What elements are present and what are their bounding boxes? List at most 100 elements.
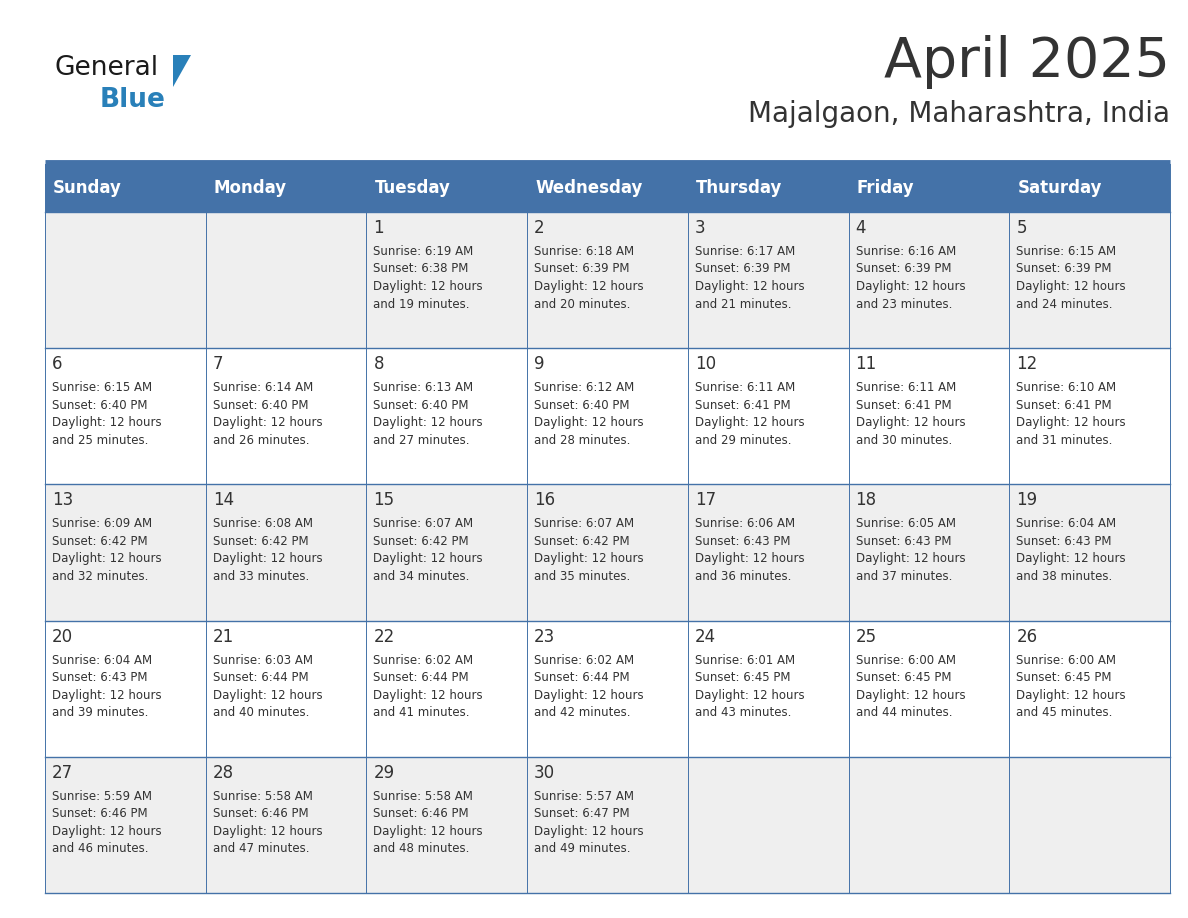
- Text: Sunset: 6:39 PM: Sunset: 6:39 PM: [1016, 263, 1112, 275]
- Text: and 48 minutes.: and 48 minutes.: [373, 843, 469, 856]
- Text: 8: 8: [373, 355, 384, 374]
- Text: Sunset: 6:39 PM: Sunset: 6:39 PM: [695, 263, 790, 275]
- Text: Daylight: 12 hours: Daylight: 12 hours: [855, 416, 965, 430]
- Text: Daylight: 12 hours: Daylight: 12 hours: [52, 688, 162, 701]
- Text: Sunset: 6:40 PM: Sunset: 6:40 PM: [52, 398, 147, 411]
- Text: and 36 minutes.: and 36 minutes.: [695, 570, 791, 583]
- Text: and 40 minutes.: and 40 minutes.: [213, 706, 309, 719]
- Text: 28: 28: [213, 764, 234, 782]
- Text: Sunrise: 6:07 AM: Sunrise: 6:07 AM: [373, 518, 474, 531]
- Text: and 29 minutes.: and 29 minutes.: [695, 433, 791, 447]
- Text: Daylight: 12 hours: Daylight: 12 hours: [213, 553, 322, 565]
- Text: Sunrise: 6:17 AM: Sunrise: 6:17 AM: [695, 245, 795, 258]
- Text: Sunset: 6:46 PM: Sunset: 6:46 PM: [52, 807, 147, 821]
- Text: Sunrise: 6:02 AM: Sunrise: 6:02 AM: [535, 654, 634, 666]
- Text: Sunset: 6:43 PM: Sunset: 6:43 PM: [52, 671, 147, 684]
- Text: Sunrise: 6:19 AM: Sunrise: 6:19 AM: [373, 245, 474, 258]
- Text: 3: 3: [695, 219, 706, 237]
- Text: Daylight: 12 hours: Daylight: 12 hours: [695, 553, 804, 565]
- Text: and 35 minutes.: and 35 minutes.: [535, 570, 631, 583]
- Text: Daylight: 12 hours: Daylight: 12 hours: [855, 280, 965, 293]
- Text: 25: 25: [855, 628, 877, 645]
- Text: Blue: Blue: [100, 87, 166, 113]
- Text: Sunset: 6:39 PM: Sunset: 6:39 PM: [855, 263, 952, 275]
- Text: and 42 minutes.: and 42 minutes.: [535, 706, 631, 719]
- Text: Sunset: 6:43 PM: Sunset: 6:43 PM: [695, 535, 790, 548]
- Text: Sunrise: 6:03 AM: Sunrise: 6:03 AM: [213, 654, 312, 666]
- Text: Tuesday: Tuesday: [374, 179, 450, 197]
- Text: April 2025: April 2025: [884, 35, 1170, 89]
- Text: Daylight: 12 hours: Daylight: 12 hours: [535, 688, 644, 701]
- Text: 21: 21: [213, 628, 234, 645]
- Text: 7: 7: [213, 355, 223, 374]
- Text: and 44 minutes.: and 44 minutes.: [855, 706, 952, 719]
- Text: 18: 18: [855, 491, 877, 509]
- Text: 10: 10: [695, 355, 716, 374]
- Text: Sunrise: 6:00 AM: Sunrise: 6:00 AM: [855, 654, 955, 666]
- Text: Sunrise: 6:08 AM: Sunrise: 6:08 AM: [213, 518, 312, 531]
- Text: and 33 minutes.: and 33 minutes.: [213, 570, 309, 583]
- Text: Sunset: 6:42 PM: Sunset: 6:42 PM: [52, 535, 147, 548]
- Text: 24: 24: [695, 628, 716, 645]
- Text: Daylight: 12 hours: Daylight: 12 hours: [695, 688, 804, 701]
- Text: and 47 minutes.: and 47 minutes.: [213, 843, 309, 856]
- Text: 19: 19: [1016, 491, 1037, 509]
- Text: and 32 minutes.: and 32 minutes.: [52, 570, 148, 583]
- Text: 27: 27: [52, 764, 74, 782]
- Text: and 26 minutes.: and 26 minutes.: [213, 433, 309, 447]
- Text: and 37 minutes.: and 37 minutes.: [855, 570, 952, 583]
- Text: and 21 minutes.: and 21 minutes.: [695, 297, 791, 310]
- Text: Daylight: 12 hours: Daylight: 12 hours: [535, 824, 644, 838]
- Text: and 28 minutes.: and 28 minutes.: [535, 433, 631, 447]
- Text: Daylight: 12 hours: Daylight: 12 hours: [213, 688, 322, 701]
- Text: Sunrise: 6:11 AM: Sunrise: 6:11 AM: [855, 381, 956, 394]
- Text: 23: 23: [535, 628, 556, 645]
- Text: and 34 minutes.: and 34 minutes.: [373, 570, 469, 583]
- Text: 4: 4: [855, 219, 866, 237]
- Text: 14: 14: [213, 491, 234, 509]
- Text: and 39 minutes.: and 39 minutes.: [52, 706, 148, 719]
- Text: Sunrise: 6:10 AM: Sunrise: 6:10 AM: [1016, 381, 1117, 394]
- Bar: [45, 348, 1170, 485]
- Text: Sunset: 6:44 PM: Sunset: 6:44 PM: [213, 671, 309, 684]
- Text: Sunset: 6:45 PM: Sunset: 6:45 PM: [1016, 671, 1112, 684]
- Text: Sunset: 6:46 PM: Sunset: 6:46 PM: [213, 807, 309, 821]
- Text: Sunrise: 6:15 AM: Sunrise: 6:15 AM: [1016, 245, 1117, 258]
- Text: and 43 minutes.: and 43 minutes.: [695, 706, 791, 719]
- Text: Daylight: 12 hours: Daylight: 12 hours: [52, 553, 162, 565]
- Text: Sunrise: 6:14 AM: Sunrise: 6:14 AM: [213, 381, 312, 394]
- Text: Daylight: 12 hours: Daylight: 12 hours: [52, 416, 162, 430]
- Text: and 49 minutes.: and 49 minutes.: [535, 843, 631, 856]
- Bar: [45, 621, 1170, 756]
- Text: Sunrise: 6:18 AM: Sunrise: 6:18 AM: [535, 245, 634, 258]
- Text: Sunset: 6:38 PM: Sunset: 6:38 PM: [373, 263, 469, 275]
- Text: Daylight: 12 hours: Daylight: 12 hours: [695, 280, 804, 293]
- Text: 13: 13: [52, 491, 74, 509]
- Text: Friday: Friday: [857, 179, 915, 197]
- Text: Sunset: 6:46 PM: Sunset: 6:46 PM: [373, 807, 469, 821]
- Text: Saturday: Saturday: [1017, 179, 1101, 197]
- Text: Sunset: 6:39 PM: Sunset: 6:39 PM: [535, 263, 630, 275]
- Text: Sunrise: 6:09 AM: Sunrise: 6:09 AM: [52, 518, 152, 531]
- Text: Sunrise: 6:12 AM: Sunrise: 6:12 AM: [535, 381, 634, 394]
- Text: and 46 minutes.: and 46 minutes.: [52, 843, 148, 856]
- Text: Daylight: 12 hours: Daylight: 12 hours: [535, 416, 644, 430]
- Text: Sunset: 6:42 PM: Sunset: 6:42 PM: [213, 535, 309, 548]
- Text: Daylight: 12 hours: Daylight: 12 hours: [213, 416, 322, 430]
- Text: Sunset: 6:40 PM: Sunset: 6:40 PM: [535, 398, 630, 411]
- Text: 15: 15: [373, 491, 394, 509]
- Text: Sunrise: 6:04 AM: Sunrise: 6:04 AM: [52, 654, 152, 666]
- Bar: [45, 212, 1170, 348]
- Text: Daylight: 12 hours: Daylight: 12 hours: [1016, 280, 1126, 293]
- Text: Daylight: 12 hours: Daylight: 12 hours: [695, 416, 804, 430]
- Text: and 31 minutes.: and 31 minutes.: [1016, 433, 1113, 447]
- Text: Sunrise: 6:16 AM: Sunrise: 6:16 AM: [855, 245, 956, 258]
- Text: and 41 minutes.: and 41 minutes.: [373, 706, 470, 719]
- Bar: [45, 164, 1170, 212]
- Text: Daylight: 12 hours: Daylight: 12 hours: [1016, 416, 1126, 430]
- Text: Sunrise: 6:11 AM: Sunrise: 6:11 AM: [695, 381, 795, 394]
- Text: Sunset: 6:41 PM: Sunset: 6:41 PM: [1016, 398, 1112, 411]
- Text: Daylight: 12 hours: Daylight: 12 hours: [52, 824, 162, 838]
- Text: Sunday: Sunday: [53, 179, 122, 197]
- Text: Daylight: 12 hours: Daylight: 12 hours: [535, 280, 644, 293]
